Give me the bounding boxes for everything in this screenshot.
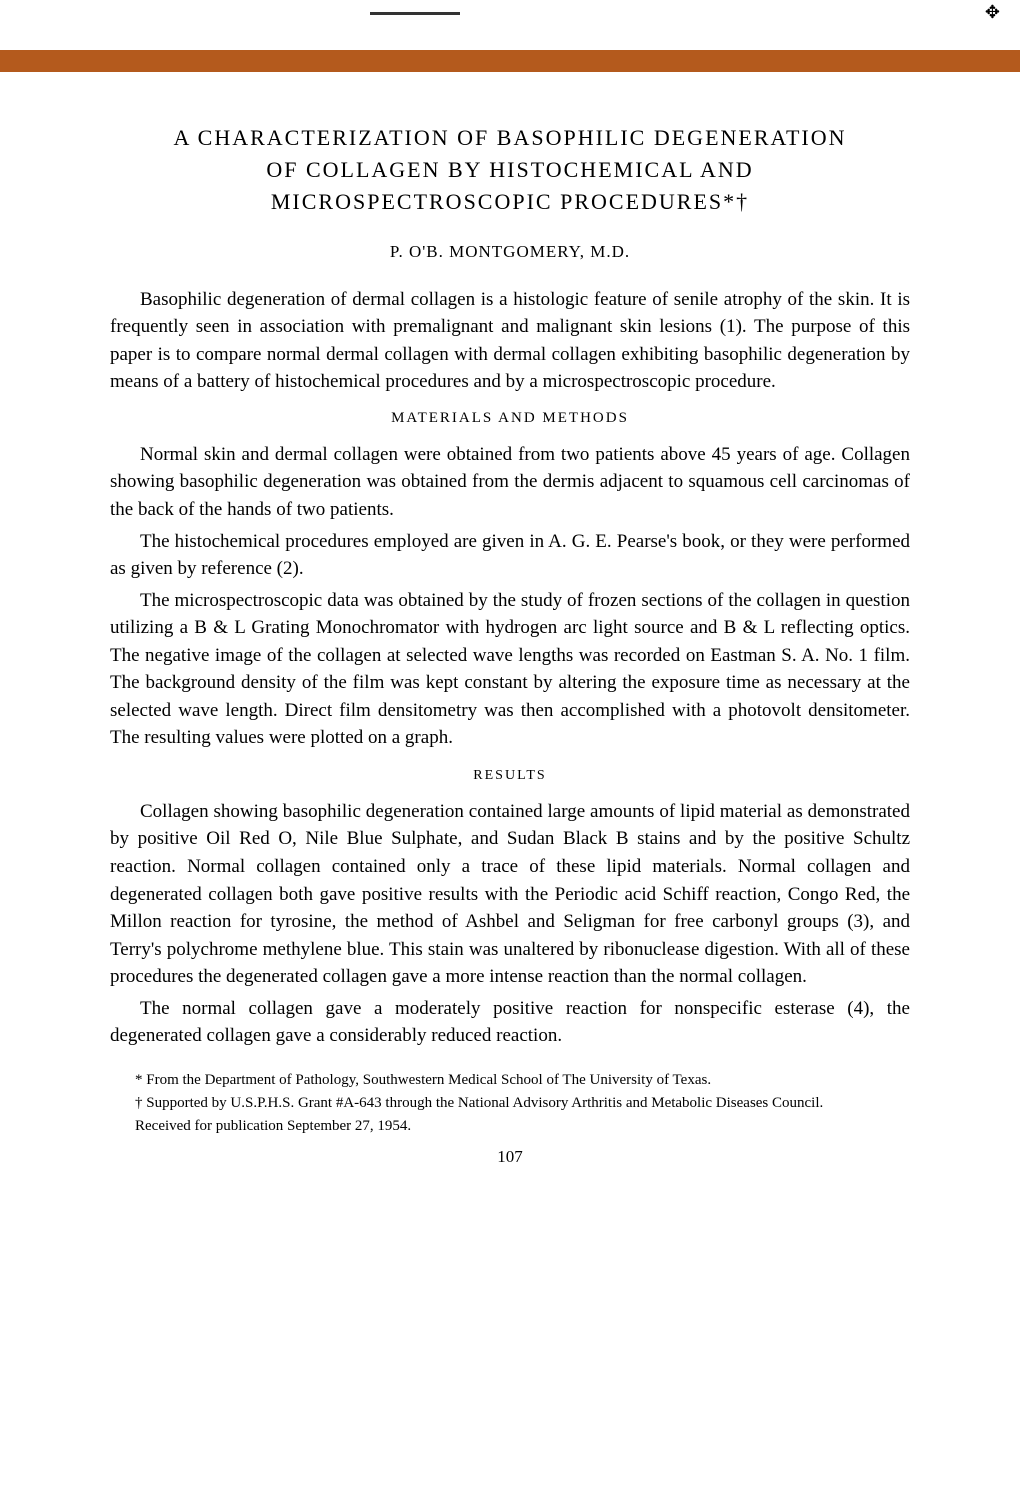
materials-paragraph-2: The histochemical procedures employed ar…: [110, 528, 910, 583]
results-paragraph-2: The normal collagen gave a moderately po…: [110, 995, 910, 1050]
top-ornament-icon: ✥: [985, 2, 1000, 23]
materials-paragraph-1: Normal skin and dermal collagen were obt…: [110, 441, 910, 524]
header-color-bar: [0, 50, 1020, 72]
footnote-2: † Supported by U.S.P.H.S. Grant #A-643 t…: [110, 1093, 910, 1114]
results-paragraph-1: Collagen showing basophilic degeneration…: [110, 798, 910, 991]
materials-paragraph-3: The microspectroscopic data was obtained…: [110, 587, 910, 752]
author-name: P. O'B. MONTGOMERY, M.D.: [110, 242, 910, 262]
footnote-3: Received for publication September 27, 1…: [110, 1116, 910, 1137]
article-title: A CHARACTERIZATION OF BASOPHILIC DEGENER…: [110, 122, 910, 218]
footnote-1: * From the Department of Pathology, Sout…: [110, 1070, 910, 1091]
section-heading-results: RESULTS: [110, 768, 910, 784]
page-content: A CHARACTERIZATION OF BASOPHILIC DEGENER…: [0, 72, 1020, 1197]
top-decoration: ✥: [0, 0, 1020, 50]
intro-paragraph: Basophilic degeneration of dermal collag…: [110, 286, 910, 396]
section-heading-materials: MATERIALS AND METHODS: [110, 410, 910, 427]
title-line-1: A CHARACTERIZATION OF BASOPHILIC DEGENER…: [174, 125, 847, 150]
title-line-2: OF COLLAGEN BY HISTOCHEMICAL AND: [266, 157, 753, 182]
footnotes-block: * From the Department of Pathology, Sout…: [110, 1070, 910, 1137]
title-line-3: MICROSPECTROSCOPIC PROCEDURES*†: [271, 189, 749, 214]
top-short-rule: [370, 12, 460, 15]
page-number: 107: [110, 1147, 910, 1167]
